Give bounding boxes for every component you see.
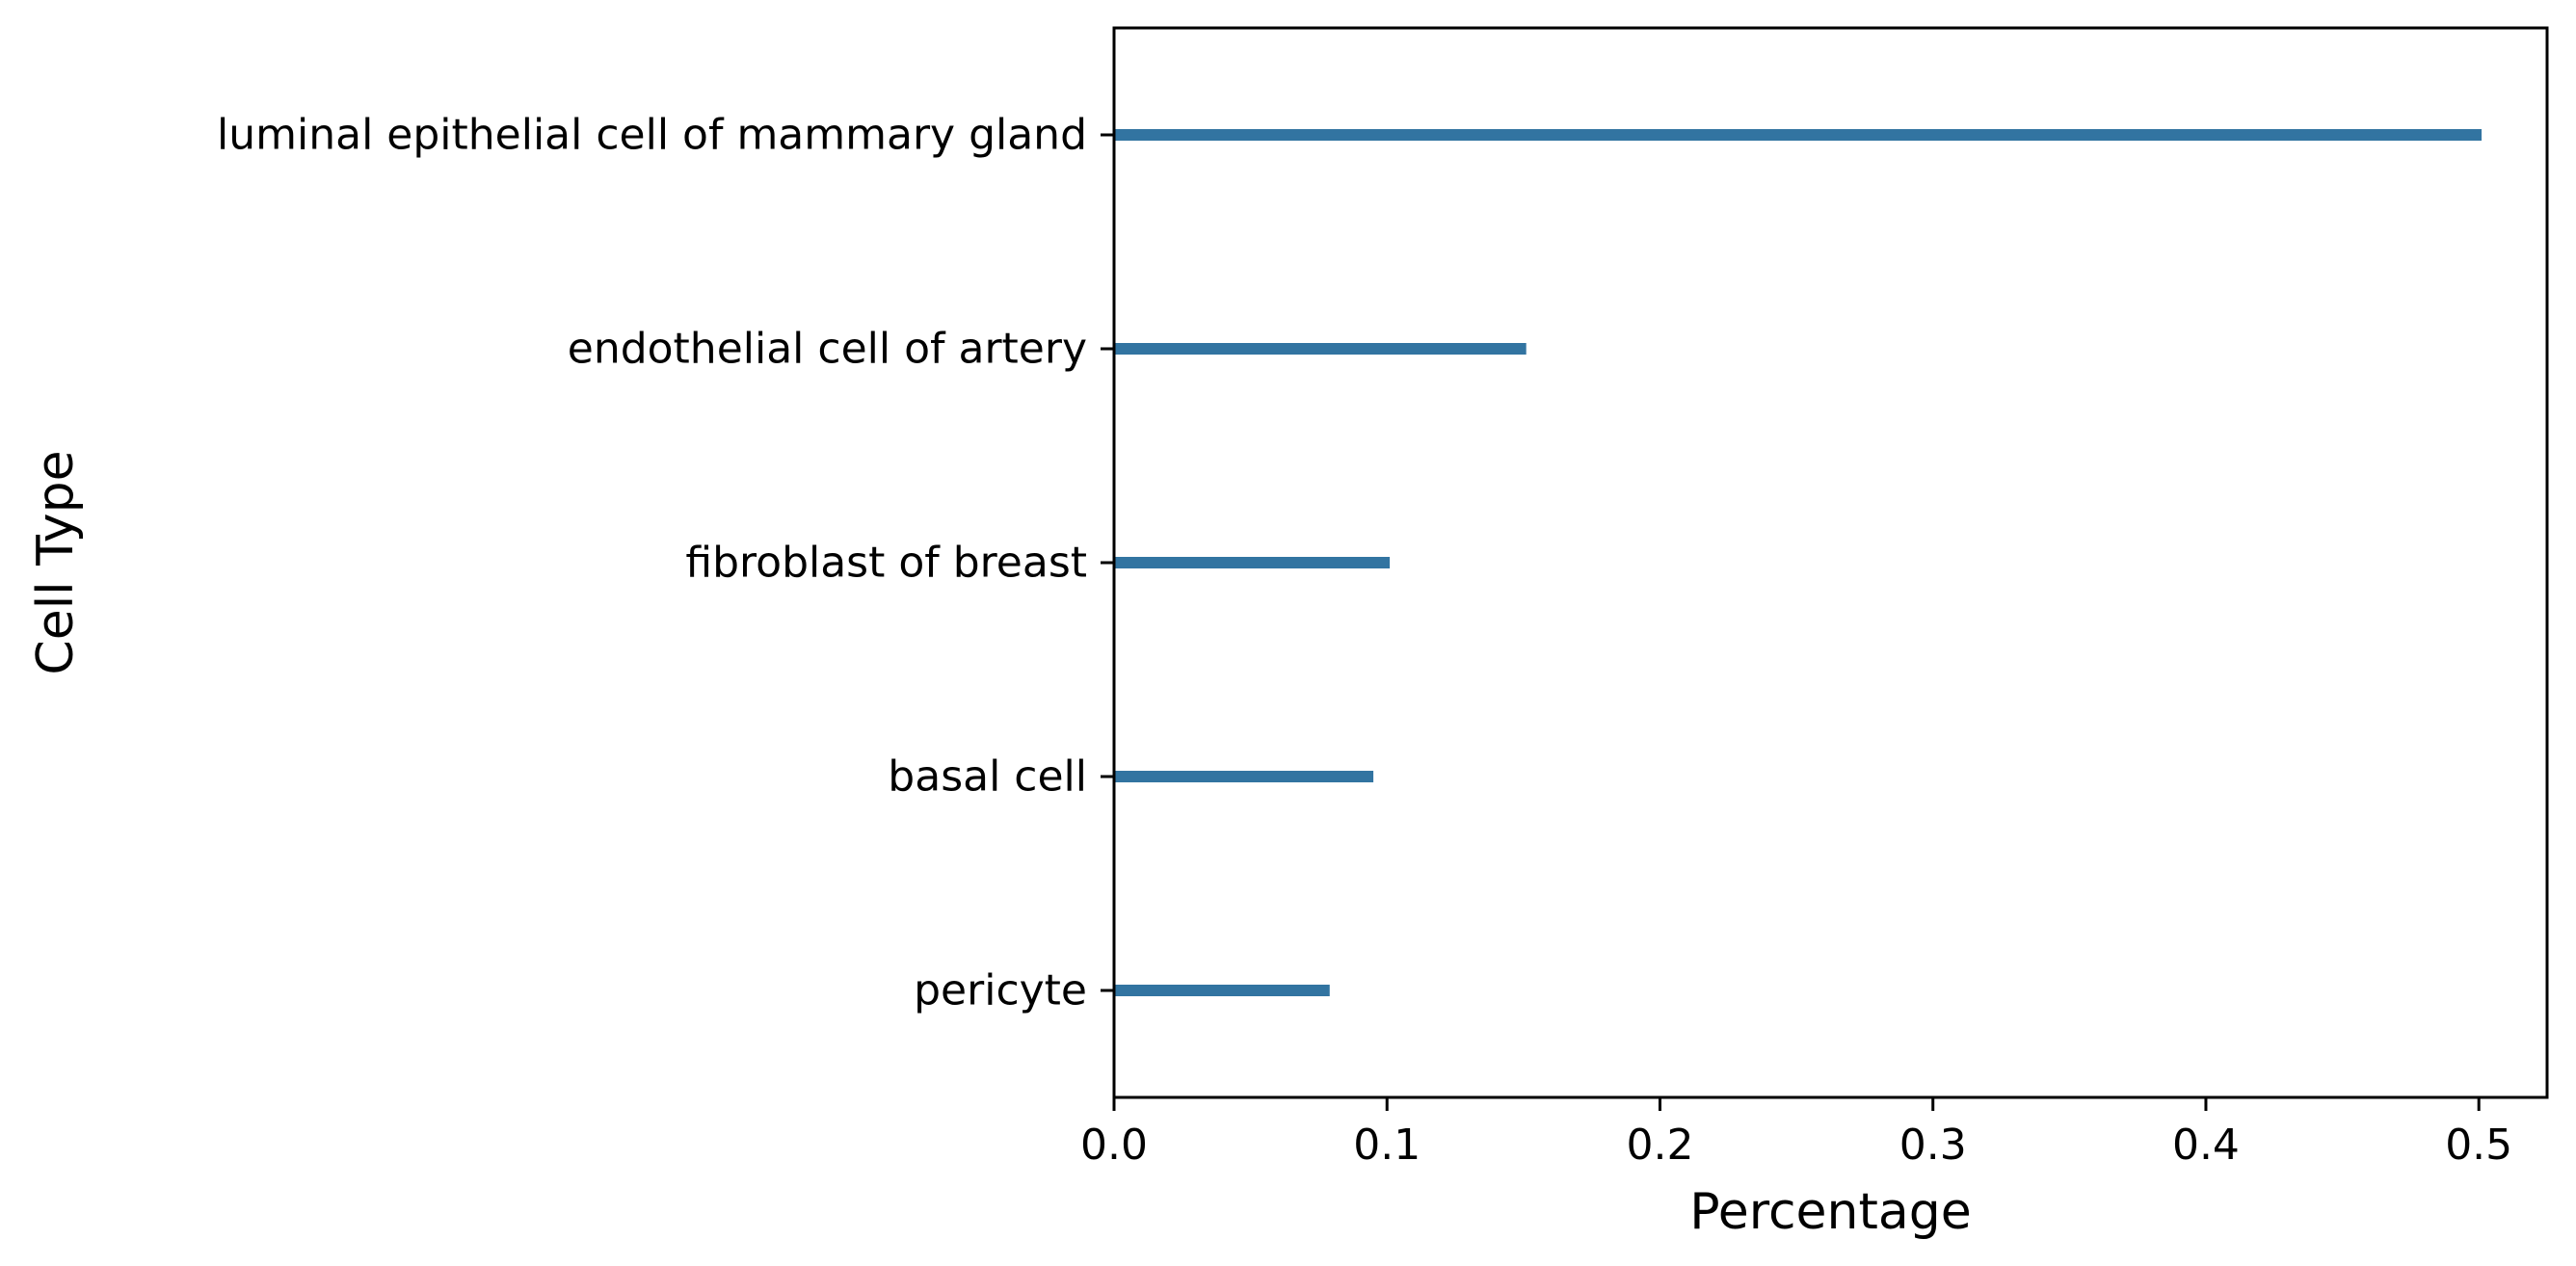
x-tick-label-1: 0.1 — [1353, 1121, 1421, 1170]
y-axis: luminal epithelial cell of mammary gland… — [217, 111, 1114, 1015]
bar-4 — [1114, 985, 1330, 996]
x-tick-label-2: 0.2 — [1626, 1121, 1693, 1170]
y-tick-label-1: endothelial cell of artery — [568, 325, 1087, 374]
bar-3 — [1114, 771, 1374, 782]
x-tick-label-0: 0.0 — [1080, 1121, 1148, 1170]
y-tick-label-3: basal cell — [888, 752, 1087, 802]
bar-2 — [1114, 557, 1391, 568]
y-tick-label-2: fibroblast of breast — [685, 539, 1087, 588]
x-tick-label-4: 0.4 — [2172, 1121, 2240, 1170]
bar-1 — [1114, 343, 1527, 355]
y-axis-label: Cell Type — [27, 450, 85, 674]
y-tick-label-4: pericyte — [914, 966, 1087, 1015]
y-tick-label-0: luminal epithelial cell of mammary gland — [217, 111, 1087, 160]
x-tick-label-5: 0.5 — [2445, 1121, 2512, 1170]
x-axis-label: Percentage — [1689, 1183, 1972, 1241]
bars — [1114, 129, 2483, 996]
x-axis: 0.0 0.1 0.2 0.3 0.4 0.5 — [1080, 1097, 2512, 1170]
x-tick-label-3: 0.3 — [1899, 1121, 1967, 1170]
bar-0 — [1114, 129, 2483, 141]
